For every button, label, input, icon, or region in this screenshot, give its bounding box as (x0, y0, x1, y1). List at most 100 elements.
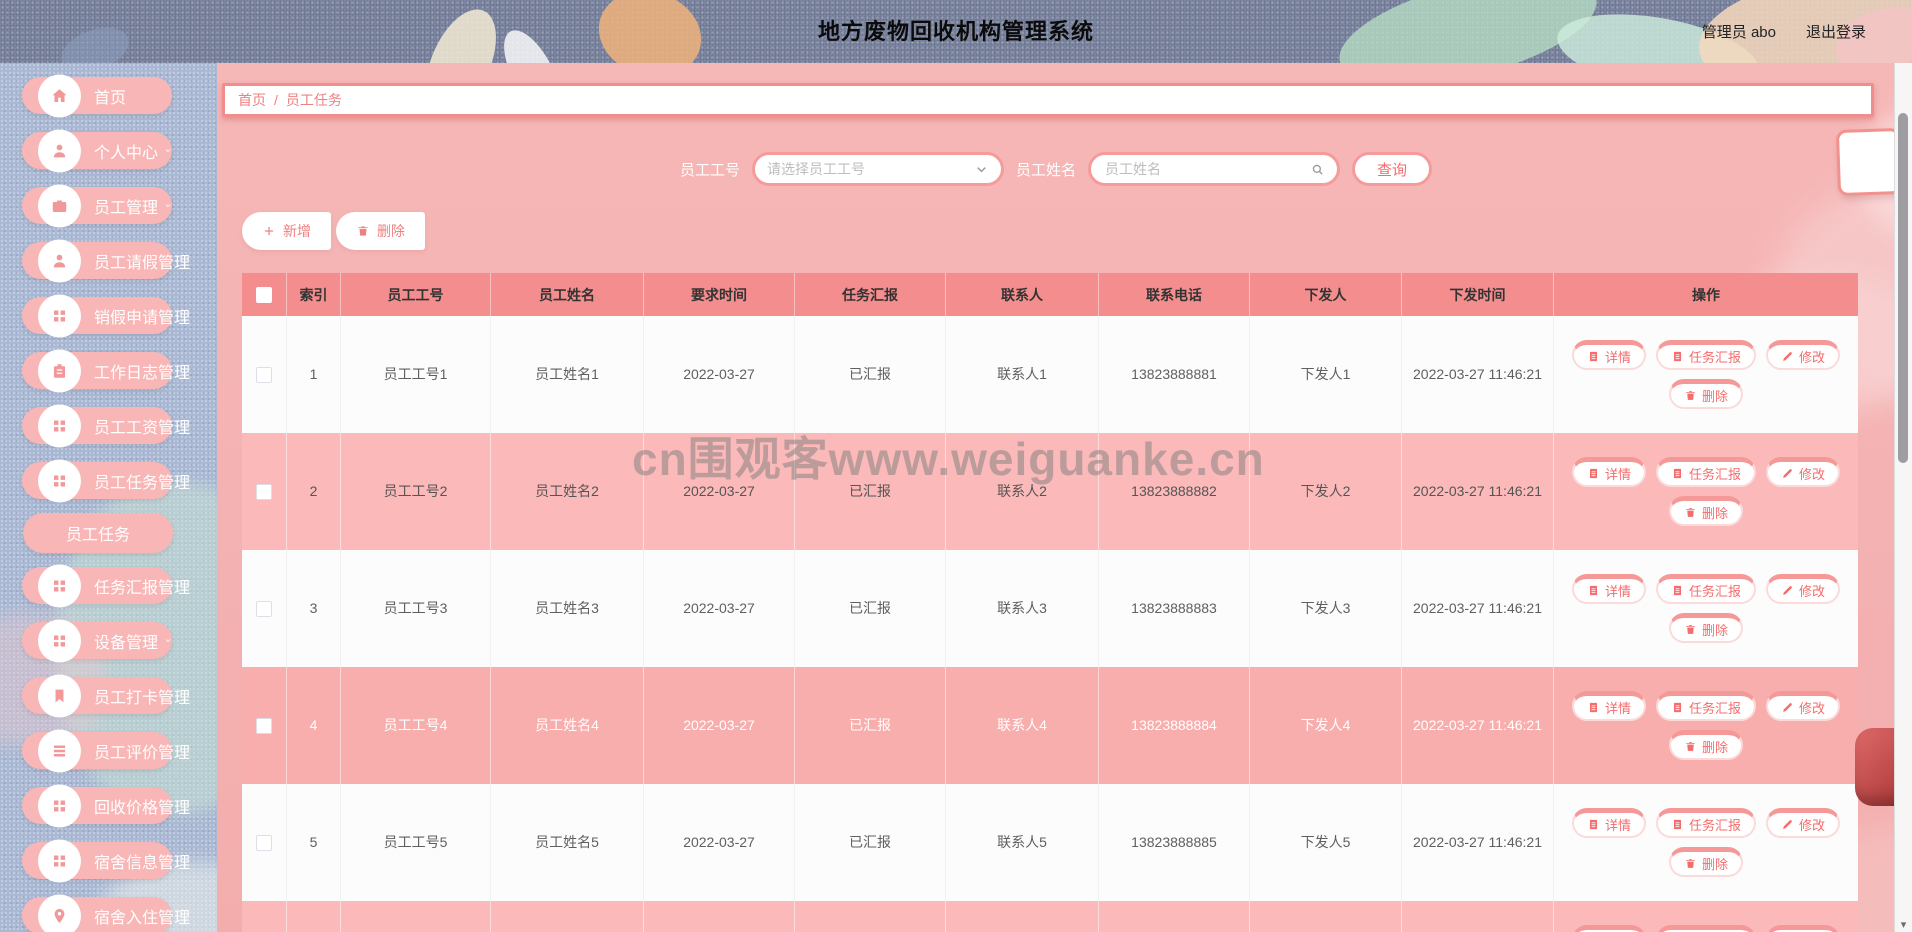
cell-index (287, 901, 341, 932)
edit-button[interactable]: 修改 (1766, 808, 1841, 838)
delete-button-label: 删除 (1701, 740, 1728, 755)
delete-button[interactable]: 删除 (1668, 496, 1743, 526)
query-button[interactable]: 查询 (1352, 152, 1433, 186)
detail-button-label: 详情 (1604, 584, 1631, 599)
delete-button[interactable]: 删除 (1668, 847, 1743, 877)
detail-button[interactable]: 详情 (1571, 574, 1646, 604)
scrollbar[interactable]: ▾ (1894, 63, 1912, 932)
task-report-button[interactable]: 任务汇报 (1655, 808, 1756, 838)
trash-icon (1686, 859, 1695, 868)
cell-issuer: 下发人3 (1250, 550, 1402, 667)
delete-button-label: 删除 (1701, 857, 1728, 872)
cell-phone: 13823888883 (1099, 550, 1250, 667)
sidebar-item[interactable]: 个人中心 (22, 129, 172, 172)
sidebar-item[interactable]: 员工评价管理 (22, 729, 190, 772)
sidebar-item[interactable]: 首页 (22, 74, 172, 117)
delete-button-label: 删除 (377, 223, 405, 239)
sidebar-item[interactable]: 设备管理 (22, 619, 172, 662)
cell-require-time: 2022-03-27 (644, 667, 795, 784)
logout-link[interactable]: 退出登录 (1805, 24, 1866, 41)
scroll-down-arrow[interactable]: ▾ (1900, 919, 1907, 931)
task-report-button-label: 任务汇报 (1688, 701, 1741, 716)
task-report-button[interactable]: 任务汇报 (1655, 925, 1756, 932)
sidebar-item-label: 任务汇报管理 (94, 579, 191, 597)
detail-button[interactable]: 详情 (1571, 457, 1646, 487)
task-report-button[interactable]: 任务汇报 (1655, 340, 1756, 370)
sidebar-item[interactable]: 员工请假管理 (22, 239, 190, 282)
sidebar-item[interactable]: 任务汇报管理 (22, 564, 190, 607)
cell-issuer: 下发人1 (1250, 316, 1402, 433)
bookmark-icon (55, 689, 64, 702)
row-checkbox[interactable] (256, 600, 272, 617)
delete-selected-button[interactable]: 删除 (336, 212, 425, 250)
edit-button-label: 修改 (1799, 584, 1826, 599)
sidebar-item[interactable]: 宿舍入住管理 (22, 894, 190, 932)
select-all-checkbox[interactable] (256, 286, 272, 303)
column-header: 员工姓名 (491, 273, 644, 316)
cell-emp-name: 员工姓名3 (491, 550, 644, 667)
cell-require-time: 2022-03-27 (644, 316, 795, 433)
row-actions: 详情 任务汇报 修改删除 (1554, 667, 1858, 784)
edit-button-label: 修改 (1799, 818, 1826, 833)
column-header: 联系电话 (1099, 273, 1250, 316)
detail-button[interactable]: 详情 (1571, 808, 1646, 838)
sidebar-item[interactable]: 员工打卡管理 (22, 674, 190, 717)
row-checkbox[interactable] (256, 483, 272, 500)
edit-button[interactable]: 修改 (1766, 457, 1841, 487)
cell-contact: 联系人2 (946, 433, 1099, 550)
current-user[interactable]: 管理员 abo (1701, 24, 1776, 41)
edit-button[interactable]: 修改 (1766, 340, 1841, 370)
trash-icon (1686, 742, 1695, 751)
edit-button[interactable]: 修改 (1766, 925, 1841, 932)
top-header: 地方废物回收机构管理系统 管理员 abo 退出登录 (0, 0, 1912, 63)
cell-index: 1 (287, 316, 341, 433)
detail-button[interactable]: 详情 (1571, 340, 1646, 370)
trash-icon (1686, 625, 1695, 634)
emp-id-select[interactable]: 请选择员工工号 (751, 152, 1004, 186)
delete-button[interactable]: 删除 (1668, 379, 1743, 409)
cell-contact: 联系人4 (946, 667, 1099, 784)
table-body: 1 员工工号1 员工姓名1 2022-03-27 已汇报 联系人1 13823888881 下… (242, 316, 1858, 932)
pencil-icon (1783, 586, 1792, 595)
sidebar-item-label: 宿舍信息管理 (94, 854, 191, 872)
sidebar-subitem-active[interactable]: 员工任务 (23, 513, 173, 553)
task-report-button-label: 任务汇报 (1688, 818, 1741, 833)
sidebar: 首页个人中心员工管理员工请假管理 销假申请管理 工作日志管理 员工工资管理 员工任务管理… (0, 63, 217, 932)
detail-button[interactable]: 详情 (1571, 691, 1646, 721)
row-checkbox[interactable] (256, 366, 272, 383)
trash-icon (1686, 508, 1695, 517)
main-content: 首页 / 员工任务 员工工号 请选择员工工号 员工姓名 查询 新增 (217, 63, 1895, 932)
edit-button[interactable]: 修改 (1766, 574, 1841, 604)
task-report-button[interactable]: 任务汇报 (1655, 574, 1756, 604)
detail-button[interactable]: 详情 (1571, 925, 1646, 932)
sidebar-item[interactable]: 回收价格管理 (22, 784, 190, 827)
sidebar-item[interactable]: 员工管理 (22, 184, 172, 227)
breadcrumb-home[interactable]: 首页 (238, 92, 266, 108)
sidebar-icon-badge (38, 129, 81, 172)
add-button[interactable]: 新增 (242, 212, 331, 250)
cell-phone: 13823888885 (1099, 784, 1250, 901)
delete-button[interactable]: 删除 (1668, 730, 1743, 760)
sidebar-item[interactable]: 宿舍信息管理 (22, 839, 190, 882)
row-checkbox[interactable] (256, 834, 272, 851)
task-report-button[interactable]: 任务汇报 (1655, 691, 1756, 721)
document-icon (1673, 468, 1682, 479)
add-button-label: 新增 (283, 223, 311, 239)
emp-id-select-placeholder: 请选择员工工号 (766, 161, 865, 177)
row-checkbox[interactable] (256, 717, 272, 734)
sidebar-item[interactable]: 员工工资管理 (22, 404, 190, 447)
cell-emp-name (491, 901, 644, 932)
cell-emp-id: 员工工号3 (341, 550, 491, 667)
sidebar-item[interactable]: 员工任务管理 (22, 459, 190, 502)
delete-button[interactable]: 删除 (1668, 613, 1743, 643)
scrollbar-thumb[interactable] (1898, 113, 1908, 463)
sidebar-item[interactable]: 工作日志管理 (22, 349, 190, 392)
edit-button-label: 修改 (1799, 350, 1826, 365)
task-report-button[interactable]: 任务汇报 (1655, 457, 1756, 487)
edit-button[interactable]: 修改 (1766, 691, 1841, 721)
emp-name-input[interactable] (1103, 160, 1304, 178)
column-header: 索引 (287, 273, 341, 316)
sidebar-item[interactable]: 销假申请管理 (22, 294, 190, 337)
cell-issue-time: 2022-03-27 11:46:21 (1402, 316, 1554, 433)
cell-phone: 13823888881 (1099, 316, 1250, 433)
